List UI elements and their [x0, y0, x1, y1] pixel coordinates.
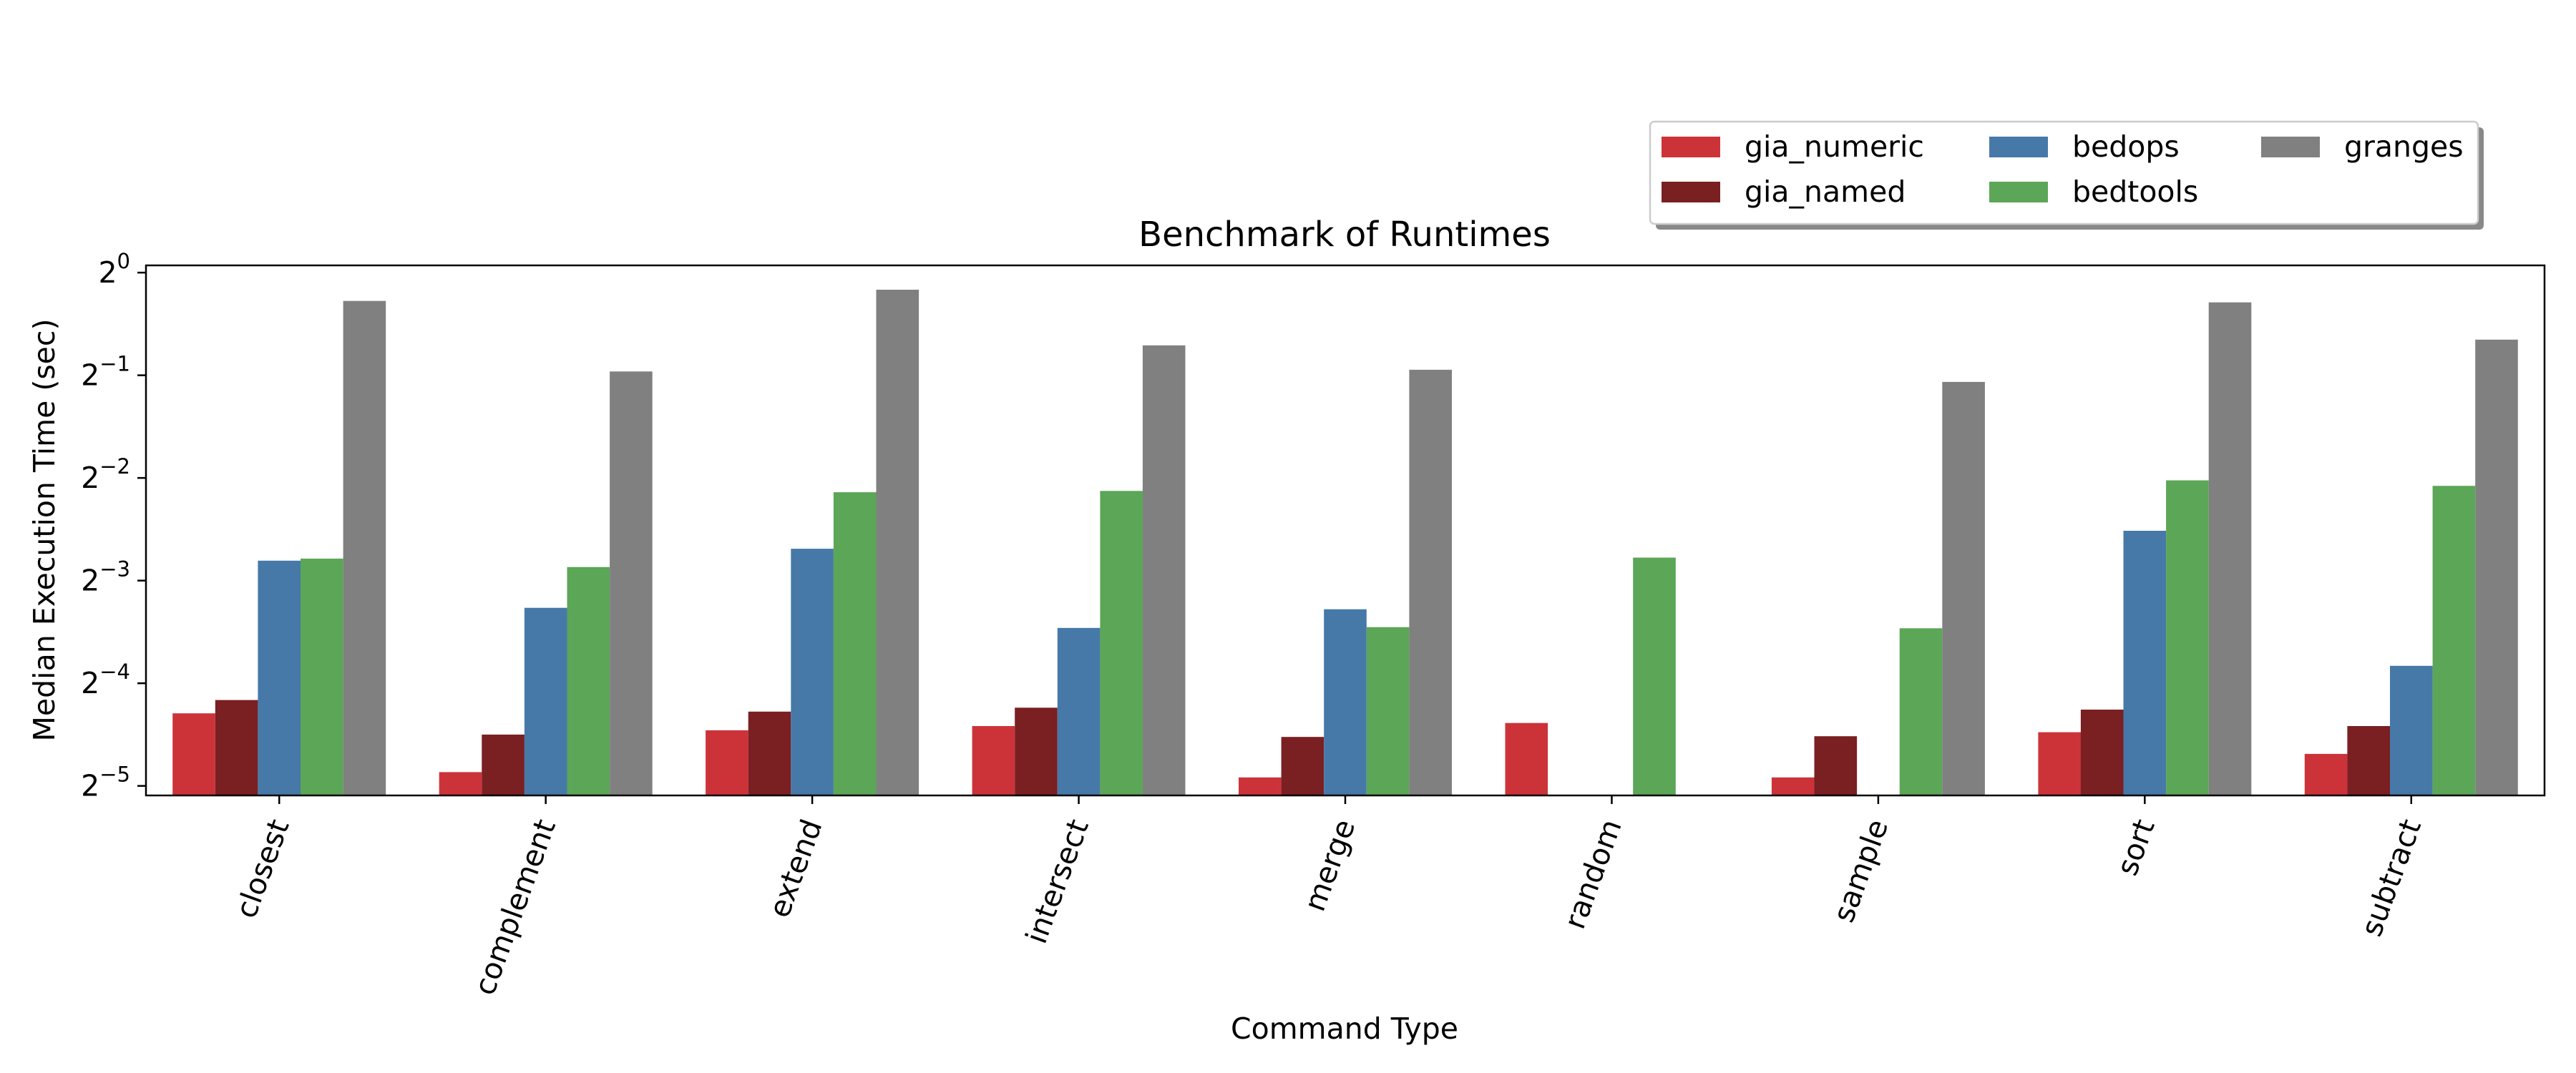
bar-gia_named-extend	[748, 711, 791, 795]
bar-gia_numeric-random	[1505, 722, 1548, 795]
bar-bedtools-merge	[1366, 627, 1410, 795]
bars-layer	[172, 290, 2518, 795]
y-axis-label: Median Execution Time (sec)	[27, 319, 62, 742]
bar-gia_numeric-sample	[1771, 777, 1815, 795]
x-tick-label-subtract: subtract	[2354, 815, 2428, 941]
bar-gia_numeric-sort	[2038, 732, 2081, 795]
bar-bedtools-closest	[301, 558, 343, 795]
bar-bedtools-complement	[567, 567, 610, 795]
bar-bedops-sort	[2123, 531, 2167, 795]
legend-swatch-gia_numeric	[1662, 137, 1720, 157]
bar-bedtools-sample	[1899, 628, 1943, 795]
y-axis: 20 2−1 2−2 2−3 2−4 2−5	[81, 249, 146, 803]
y-tick-label: 2−5	[81, 763, 130, 803]
bar-gia_numeric-closest	[172, 713, 215, 795]
bar-bedops-extend	[791, 549, 834, 795]
bar-bedops-intersect	[1057, 627, 1101, 795]
x-tick-label-complement: complement	[467, 815, 562, 999]
bar-gia_named-complement	[482, 734, 525, 795]
x-tick-label-extend: extend	[762, 815, 829, 922]
bar-gia_named-sample	[1814, 736, 1858, 795]
bar-gia_numeric-intersect	[972, 726, 1015, 795]
bar-granges-closest	[343, 300, 386, 795]
bar-gia_numeric-subtract	[2304, 753, 2348, 795]
bar-bedops-subtract	[2390, 665, 2433, 795]
bar-granges-merge	[1409, 369, 1452, 795]
y-tick-label: 2−4	[81, 660, 130, 700]
legend-label-gia_numeric: gia_numeric	[1745, 129, 1924, 164]
bar-granges-sort	[2208, 302, 2252, 795]
bar-bedtools-random	[1633, 557, 1676, 795]
y-tick-label: 20	[98, 249, 130, 290]
bar-bedtools-extend	[833, 492, 877, 795]
y-tick-label: 2−3	[81, 557, 130, 598]
bar-bedops-merge	[1324, 609, 1367, 795]
bar-granges-sample	[1942, 381, 1985, 795]
x-tick-label-merge: merge	[1297, 815, 1362, 916]
bar-gia_named-merge	[1281, 737, 1324, 795]
x-tick-label-sample: sample	[1826, 815, 1895, 927]
x-axis-label: Command Type	[1231, 1011, 1458, 1046]
bar-gia_numeric-complement	[439, 772, 482, 795]
bar-gia_named-sort	[2080, 710, 2124, 795]
bar-bedtools-intersect	[1100, 491, 1143, 795]
bar-gia_named-closest	[215, 700, 258, 795]
y-tick-label: 2−2	[81, 454, 130, 495]
legend-swatch-bedtools	[1989, 182, 2048, 202]
legend-swatch-gia_named	[1662, 182, 1720, 202]
y-tick-label: 2−1	[81, 352, 130, 393]
legend-swatch-granges	[2261, 137, 2320, 157]
bar-bedops-closest	[258, 560, 301, 795]
bar-gia_numeric-merge	[1239, 777, 1282, 795]
legend-swatch-bedops	[1989, 137, 2048, 157]
bar-gia_named-subtract	[2347, 726, 2390, 795]
legend: gia_numeric gia_named bedops bedtools grange…	[1649, 120, 2484, 230]
legend-label-granges: granges	[2344, 129, 2464, 164]
bar-granges-subtract	[2475, 339, 2518, 795]
bar-bedtools-subtract	[2432, 486, 2476, 795]
x-tick-label-random: random	[1557, 815, 1628, 934]
bar-bedtools-sort	[2166, 480, 2209, 795]
bar-granges-extend	[876, 290, 919, 795]
bar-bedops-complement	[524, 607, 567, 795]
bar-granges-intersect	[1142, 345, 1186, 795]
bar-gia_named-intersect	[1015, 707, 1058, 795]
x-axis: closest complement extend intersect merge ran…	[229, 795, 2428, 999]
legend-label-gia_named: gia_named	[1745, 175, 1906, 209]
bar-gia_numeric-extend	[706, 730, 748, 795]
bar-granges-complement	[610, 371, 653, 795]
chart-title: Benchmark of Runtimes	[1138, 215, 1551, 255]
legend-label-bedtools: bedtools	[2072, 175, 2198, 209]
legend-label-bedops: bedops	[2072, 129, 2180, 164]
x-tick-label-sort: sort	[2109, 815, 2161, 880]
x-tick-label-intersect: intersect	[1019, 815, 1096, 948]
x-tick-label-closest: closest	[229, 815, 296, 923]
